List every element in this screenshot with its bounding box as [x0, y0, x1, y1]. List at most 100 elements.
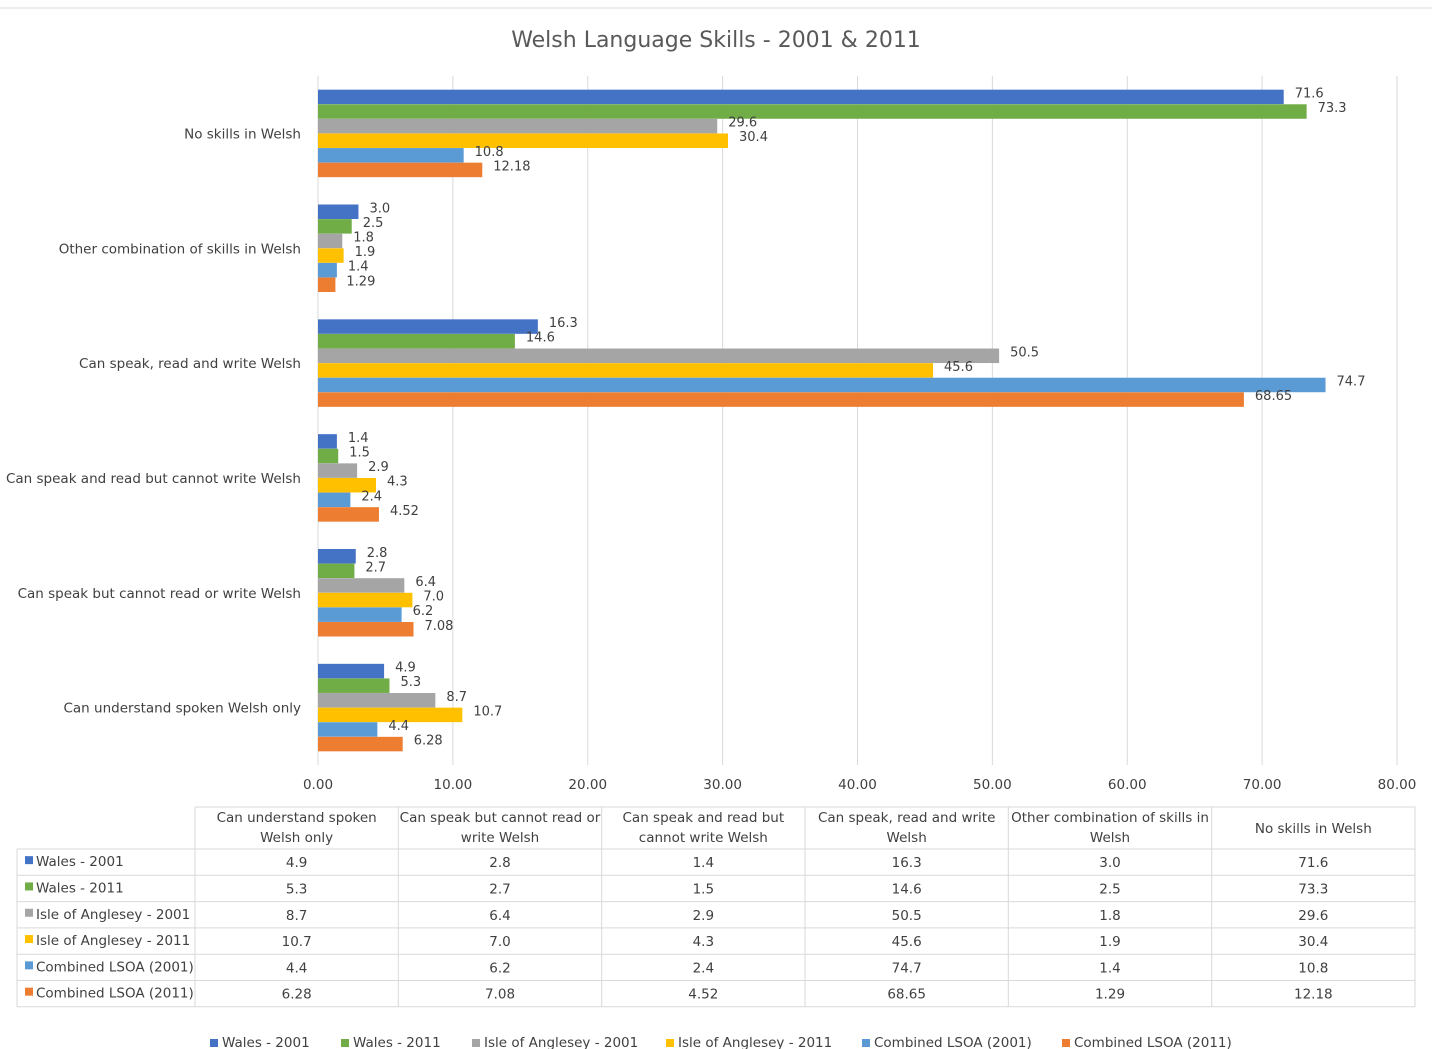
table-cell: 4.9: [286, 855, 307, 871]
bar: [318, 233, 343, 249]
bar: [318, 219, 352, 234]
category-label: Can speak, read and write Welsh: [79, 356, 301, 372]
data-label: 4.4: [388, 719, 409, 734]
table-header: No skills in Welsh: [1255, 821, 1372, 837]
table-cell: 4.52: [688, 987, 718, 1003]
legend-key: [1062, 1039, 1070, 1047]
bar: [318, 277, 336, 292]
legend-label: Combined LSOA (2011): [1074, 1035, 1232, 1049]
x-axis-ticks: 0.00 10.00 20.00 30.00 40.00 50.00 60.00 70.00 8…: [303, 777, 1416, 793]
data-label: 6.28: [414, 734, 443, 749]
table-header: Welsh: [1090, 830, 1130, 846]
data-label: 68.65: [1255, 389, 1292, 404]
bar: [318, 363, 934, 378]
table-header: Can speak but cannot read or: [400, 810, 601, 826]
table-cell: 8.7: [286, 908, 307, 924]
table-cell: 12.18: [1294, 987, 1333, 1003]
table-cell: 3.0: [1099, 855, 1120, 871]
data-label: 12.18: [493, 159, 530, 174]
x-tick-label: 60.00: [1108, 777, 1147, 793]
legend-label: Wales - 2001: [222, 1035, 310, 1049]
bar: [318, 592, 413, 608]
data-label: 7.08: [424, 619, 453, 634]
table-cell: 4.4: [286, 960, 307, 976]
table-row-label: Combined LSOA (2011): [36, 986, 194, 1002]
bar: [318, 377, 1326, 393]
table-cell: 74.7: [892, 960, 922, 976]
legend-label: Isle of Anglesey - 2001: [484, 1035, 638, 1049]
gridlines: [317, 76, 1398, 765]
bar: [318, 507, 379, 522]
bar: [318, 348, 1000, 364]
bar: [318, 549, 356, 564]
table-row-label: Combined LSOA (2001): [36, 959, 194, 975]
bar: [318, 262, 337, 278]
table-cell: 73.3: [1298, 881, 1328, 897]
bar: [318, 663, 385, 679]
table-legend-key: [25, 908, 33, 917]
legend-key: [862, 1039, 870, 1047]
table-header: Can speak, read and write: [818, 810, 995, 826]
bar: [318, 463, 358, 478]
table-cell: 2.5: [1099, 881, 1120, 897]
data-label: 2.5: [363, 216, 384, 231]
data-label: 1.29: [346, 274, 375, 289]
bar: [318, 607, 402, 622]
bar: [318, 104, 1307, 119]
data-label: 10.7: [473, 704, 502, 719]
data-label: 29.6: [728, 116, 757, 131]
data-label: 10.8: [475, 145, 504, 160]
x-tick-label: 20.00: [568, 777, 607, 793]
bar: [318, 89, 1284, 105]
legend-key: [210, 1039, 218, 1047]
category-label: Other combination of skills in Welsh: [59, 241, 301, 257]
table-row-label: Isle of Anglesey - 2001: [36, 907, 190, 923]
data-label: 2.7: [365, 560, 386, 575]
data-label: 1.5: [349, 446, 370, 461]
table-legend-key: [25, 987, 33, 996]
table-cell: 45.6: [892, 934, 922, 950]
table-cell: 14.6: [892, 881, 922, 897]
legend-label: Isle of Anglesey - 2011: [678, 1035, 832, 1049]
table-header: Welsh only: [260, 830, 333, 846]
bar: [318, 578, 405, 593]
bar: [318, 148, 464, 163]
data-label: 14.6: [526, 331, 555, 346]
table-cell: 16.3: [892, 855, 922, 871]
bar: [318, 133, 729, 148]
data-label: 4.52: [390, 504, 419, 519]
table-cell: 29.6: [1298, 908, 1328, 924]
category-label: Can speak but cannot read or write Welsh: [18, 586, 301, 602]
table-cell: 6.2: [489, 960, 510, 976]
data-label: 30.4: [739, 130, 768, 145]
data-label: 45.6: [944, 360, 973, 375]
category-labels: Can understand spoken Welsh only Can spea…: [6, 126, 301, 716]
x-tick-label: 70.00: [1243, 777, 1282, 793]
x-tick-label: 10.00: [434, 777, 473, 793]
table-cell: 6.4: [489, 908, 510, 924]
bar: [318, 622, 414, 637]
table-cell: 30.4: [1298, 934, 1328, 950]
table-legend-key: [25, 961, 33, 970]
legend-key: [666, 1039, 674, 1047]
bar: [318, 736, 403, 752]
data-label: 1.8: [353, 230, 374, 245]
table-cell: 10.8: [1298, 960, 1328, 976]
legend-label: Wales - 2011: [353, 1035, 441, 1049]
data-labels: 4.95.3 8.7 10.7 4.4 6.28 2.82.7 6.47.06.27.08 1…: [346, 86, 1365, 748]
data-label: 50.5: [1010, 345, 1039, 360]
table-cell: 50.5: [892, 908, 922, 924]
table-header: Can understand spoken: [217, 810, 377, 826]
bar: [318, 434, 337, 449]
table-row-label: Isle of Anglesey - 2011: [36, 933, 190, 949]
x-tick-label: 0.00: [303, 777, 333, 793]
table-legend-key: [25, 856, 33, 865]
x-tick-label: 80.00: [1378, 777, 1417, 793]
data-label: 2.9: [368, 460, 389, 475]
bar: [318, 492, 351, 508]
legend-key: [341, 1039, 349, 1047]
x-tick-label: 50.00: [973, 777, 1012, 793]
table-header: Welsh: [887, 830, 927, 846]
table-cell: 1.8: [1099, 908, 1120, 924]
